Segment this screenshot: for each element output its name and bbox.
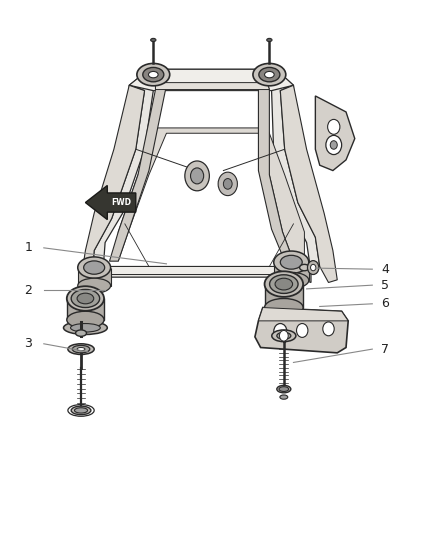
Polygon shape: [258, 308, 348, 321]
Text: 2: 2: [25, 284, 32, 297]
Circle shape: [279, 330, 288, 341]
Text: 5: 5: [381, 279, 389, 292]
Ellipse shape: [151, 38, 156, 42]
Ellipse shape: [272, 330, 296, 342]
Polygon shape: [274, 262, 309, 280]
Ellipse shape: [267, 38, 272, 42]
Ellipse shape: [265, 298, 303, 317]
Text: 7: 7: [381, 343, 389, 356]
Ellipse shape: [77, 348, 85, 351]
Circle shape: [328, 119, 340, 134]
Ellipse shape: [277, 385, 291, 393]
Text: 1: 1: [25, 241, 32, 254]
Ellipse shape: [71, 324, 100, 332]
Polygon shape: [280, 85, 337, 282]
Circle shape: [218, 172, 237, 196]
Ellipse shape: [71, 406, 91, 415]
Ellipse shape: [300, 264, 309, 271]
Ellipse shape: [277, 333, 291, 340]
Polygon shape: [78, 268, 110, 286]
Text: 6: 6: [381, 297, 389, 310]
Ellipse shape: [274, 272, 309, 288]
Text: FWD: FWD: [111, 198, 131, 207]
Polygon shape: [272, 85, 320, 272]
Ellipse shape: [274, 251, 309, 273]
Ellipse shape: [269, 275, 298, 293]
Circle shape: [307, 261, 319, 274]
Circle shape: [185, 161, 209, 191]
Circle shape: [330, 141, 337, 149]
Ellipse shape: [280, 255, 302, 269]
Ellipse shape: [64, 321, 107, 335]
Ellipse shape: [67, 286, 104, 311]
Ellipse shape: [253, 63, 286, 86]
Ellipse shape: [84, 261, 105, 274]
Polygon shape: [255, 308, 348, 353]
Circle shape: [297, 324, 308, 337]
Ellipse shape: [143, 68, 164, 82]
Polygon shape: [88, 266, 311, 282]
Polygon shape: [129, 69, 293, 96]
Circle shape: [311, 264, 316, 271]
Ellipse shape: [137, 63, 170, 86]
Polygon shape: [258, 83, 293, 261]
Polygon shape: [92, 85, 153, 277]
Circle shape: [326, 135, 342, 155]
Ellipse shape: [68, 344, 94, 354]
Polygon shape: [118, 128, 304, 261]
Ellipse shape: [67, 311, 104, 328]
Ellipse shape: [265, 71, 274, 78]
Text: 4: 4: [381, 263, 389, 276]
Ellipse shape: [78, 278, 110, 293]
Polygon shape: [265, 284, 303, 308]
Ellipse shape: [78, 257, 110, 278]
Polygon shape: [81, 85, 145, 280]
Ellipse shape: [265, 271, 303, 297]
Polygon shape: [110, 83, 166, 261]
Circle shape: [223, 179, 232, 189]
Polygon shape: [155, 83, 269, 90]
Ellipse shape: [71, 289, 99, 308]
Polygon shape: [88, 266, 311, 274]
Ellipse shape: [72, 345, 90, 353]
Ellipse shape: [76, 330, 86, 336]
Ellipse shape: [148, 71, 158, 78]
Text: 3: 3: [25, 337, 32, 350]
Circle shape: [191, 168, 204, 184]
Polygon shape: [129, 69, 293, 91]
Polygon shape: [315, 96, 355, 171]
Polygon shape: [85, 185, 136, 220]
Ellipse shape: [275, 278, 293, 290]
Ellipse shape: [280, 395, 288, 399]
Ellipse shape: [74, 408, 88, 413]
Circle shape: [323, 322, 334, 336]
Polygon shape: [67, 298, 104, 320]
Circle shape: [274, 324, 287, 340]
Ellipse shape: [279, 387, 289, 392]
Ellipse shape: [259, 68, 280, 82]
Ellipse shape: [77, 293, 94, 304]
